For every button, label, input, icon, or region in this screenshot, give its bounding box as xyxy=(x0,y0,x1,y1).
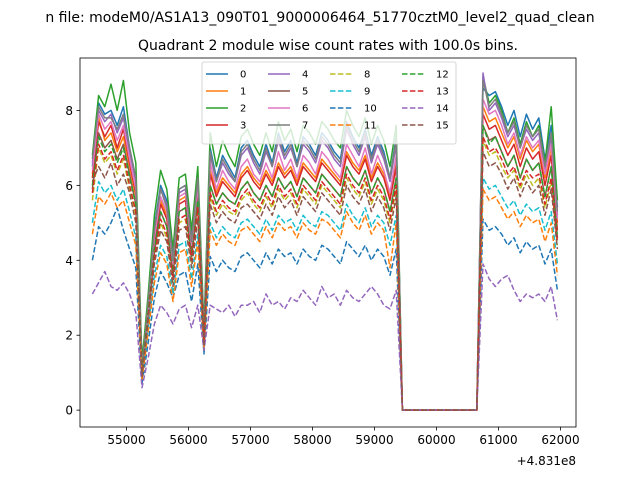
x-tick-label: 59000 xyxy=(355,433,393,447)
figure-suptitle: n file: modeM0/AS1A13_090T01_9000006464_… xyxy=(45,10,594,26)
legend-label-3: 3 xyxy=(240,121,246,132)
x-tick-label: 61000 xyxy=(479,433,517,447)
series-line-14 xyxy=(91,263,559,411)
legend-label-15: 15 xyxy=(436,121,449,132)
legend-label-11: 11 xyxy=(364,121,377,132)
x-axis-offset-label: +4.831e8 xyxy=(517,454,576,468)
legend-label-13: 13 xyxy=(436,87,449,98)
x-tick-label: 56000 xyxy=(169,433,207,447)
y-tick-label: 4 xyxy=(65,254,73,268)
legend-label-8: 8 xyxy=(364,70,370,81)
x-tick-label: 55000 xyxy=(107,433,145,447)
legend-label-9: 9 xyxy=(364,87,370,98)
legend-frame xyxy=(201,61,457,145)
legend-label-10: 10 xyxy=(364,104,377,115)
legend-label-1: 1 xyxy=(240,87,246,98)
y-axis-ticks: 0 2 4 6 8 xyxy=(65,104,80,418)
legend-label-2: 2 xyxy=(240,104,246,115)
x-tick-label: 57000 xyxy=(231,433,269,447)
legend-label-5: 5 xyxy=(302,87,308,98)
series-line-15 xyxy=(91,150,559,411)
y-tick-label: 6 xyxy=(65,179,73,193)
legend-label-14: 14 xyxy=(436,104,449,115)
axes-frame xyxy=(79,57,577,428)
x-axis-ticks: 55000 56000 57000 58000 59000 60000 61000 62000 xyxy=(107,427,580,447)
legend-label-6: 6 xyxy=(302,104,308,115)
legend-label-7: 7 xyxy=(302,121,308,132)
legend-label-0: 0 xyxy=(240,70,246,81)
x-tick-label: 62000 xyxy=(541,433,579,447)
x-tick-label: 58000 xyxy=(293,433,331,447)
y-tick-label: 8 xyxy=(65,104,73,118)
chart-title: Quadrant 2 module wise count rates with … xyxy=(138,38,518,54)
x-tick-label: 60000 xyxy=(417,433,455,447)
y-tick-label: 2 xyxy=(65,329,73,343)
legend-label-4: 4 xyxy=(302,70,308,81)
legend-label-12: 12 xyxy=(436,70,449,81)
y-tick-label: 0 xyxy=(65,404,73,418)
